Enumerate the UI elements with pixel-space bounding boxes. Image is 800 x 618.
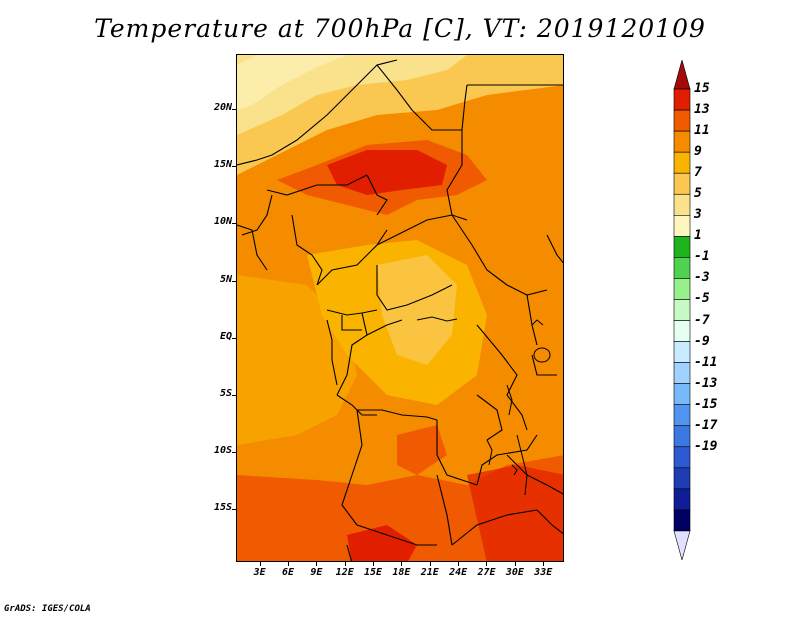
colorbar-segment <box>673 88 691 111</box>
lat-label: 15N <box>213 159 232 171</box>
colorbar-segment <box>673 257 691 279</box>
lon-label: 6E <box>281 567 295 578</box>
colorbar-label: -1 <box>694 249 710 265</box>
lon-label: 12E <box>335 567 354 578</box>
lat-tick <box>232 337 236 339</box>
colorbar-segment <box>673 193 691 216</box>
chart-title: Temperature at 700hPa [C], VT: 201912010… <box>94 14 706 43</box>
colorbar-segment <box>673 215 691 237</box>
colorbar-label: 5 <box>694 186 702 202</box>
colorbar-segment <box>673 446 691 469</box>
colorbar-segment <box>673 109 691 132</box>
colorbar <box>673 60 691 560</box>
lon-label: 33E <box>534 567 553 578</box>
lat-tick <box>232 394 236 396</box>
lon-tick <box>373 562 375 566</box>
lat-label: 5N <box>219 273 232 285</box>
colorbar-segment <box>673 236 691 258</box>
lon-tick <box>259 562 261 566</box>
colorbar-segment <box>673 278 691 300</box>
colorbar-segment <box>673 130 691 153</box>
colorbar-label: -7 <box>694 312 710 328</box>
field-band-north-lighter <box>237 55 347 110</box>
lat-label: 10S <box>213 445 232 457</box>
lon-label: 30E <box>505 567 524 578</box>
colorbar-label: 15 <box>694 81 710 97</box>
lon-label: 9E <box>310 567 323 578</box>
colorbar-segment <box>673 362 691 384</box>
field-hot-south <box>347 525 417 561</box>
lat-tick <box>232 166 236 168</box>
colorbar-segment <box>673 60 691 90</box>
field-hot-angola <box>397 425 447 475</box>
colorbar-label: 9 <box>694 144 702 160</box>
lat-tick <box>232 509 236 511</box>
lon-label: 27E <box>477 567 496 578</box>
colorbar-label: -3 <box>694 270 710 286</box>
colorbar-segment <box>673 341 691 363</box>
field-hot-southeast <box>467 465 563 561</box>
colorbar-segment <box>673 467 691 490</box>
lat-label: 20N <box>213 101 232 113</box>
colorbar-segment <box>673 530 691 560</box>
colorbar-label: -17 <box>694 417 718 433</box>
lon-label: 15E <box>364 567 383 578</box>
lon-tick <box>344 562 346 566</box>
lat-label: 10N <box>213 216 232 228</box>
lon-tick <box>401 562 403 566</box>
colorbar-segment <box>673 299 691 321</box>
colorbar-label: 3 <box>694 207 702 223</box>
lat-tick <box>232 223 236 225</box>
colorbar-label: 1 <box>694 228 702 244</box>
colorbar-label: -19 <box>694 438 718 454</box>
lakes <box>416 316 551 496</box>
colorbar-label: 7 <box>694 165 702 181</box>
lon-label: 3E <box>253 567 266 578</box>
lon-tick <box>486 562 488 566</box>
borders <box>237 59 563 561</box>
colorbar-segment <box>673 383 691 405</box>
field-band-central-pale <box>377 255 457 365</box>
lon-tick <box>514 562 516 566</box>
lon-tick <box>458 562 460 566</box>
lat-label: EQ <box>219 330 232 342</box>
lon-label: 24E <box>449 567 468 578</box>
temperature-field <box>237 55 563 561</box>
grads-credit: GrADS: IGES/COLA <box>4 604 91 614</box>
map-panel <box>236 54 564 562</box>
lon-tick <box>316 562 318 566</box>
colorbar-label: -15 <box>694 396 718 412</box>
lon-tick <box>543 562 545 566</box>
lon-tick <box>287 562 289 566</box>
colorbar-label: 13 <box>694 102 710 118</box>
colorbar-segment <box>673 425 691 448</box>
lat-tick <box>232 280 236 282</box>
colorbar-label: -5 <box>694 291 710 307</box>
lat-label: 15S <box>213 502 232 514</box>
colorbar-segment <box>673 509 691 532</box>
colorbar-segment <box>673 320 691 342</box>
lon-tick <box>429 562 431 566</box>
lon-label: 21E <box>420 567 439 578</box>
lon-label: 18E <box>392 567 411 578</box>
field-core-north-inner <box>327 150 447 195</box>
colorbar-label: -13 <box>694 375 718 391</box>
colorbar-segment <box>673 151 691 174</box>
colorbar-label: -9 <box>694 333 710 349</box>
lat-tick <box>232 452 236 454</box>
colorbar-label: 11 <box>694 123 710 139</box>
colorbar-segment <box>673 488 691 511</box>
colorbar-label: -11 <box>694 354 718 370</box>
colorbar-segment <box>673 172 691 195</box>
colorbar-segment <box>673 404 691 427</box>
lat-tick <box>232 108 236 110</box>
lat-label: 5S <box>219 387 232 399</box>
